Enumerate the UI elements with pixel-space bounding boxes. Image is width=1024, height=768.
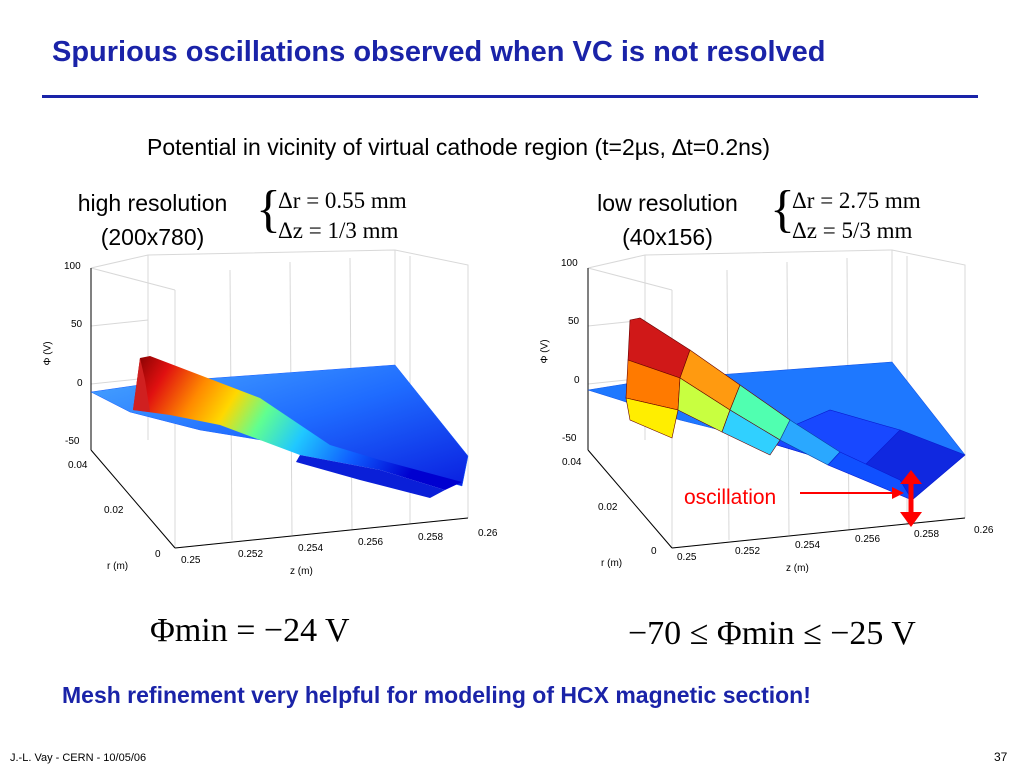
right-zlabel: Φ (V) (539, 339, 551, 364)
right-ztick-0252: 0.252 (735, 546, 761, 557)
right-rtick-004: 0.04 (562, 457, 582, 468)
footer-author: J.-L. Vay - CERN - 10/05/06 (10, 752, 147, 764)
oscillation-label: oscillation (684, 486, 777, 509)
right-dz: Δz = 5/3 mm (792, 218, 913, 243)
right-ztick-100: 100 (561, 258, 578, 269)
right-plot (587, 249, 966, 549)
left-rtick-002: 0.02 (104, 505, 124, 516)
left-ztick-025: 0.25 (181, 555, 201, 566)
right-dr: Δr = 2.75 mm (792, 188, 921, 213)
left-ztick-0: 0 (77, 378, 83, 389)
surface-plots (90, 249, 966, 549)
right-grid-size: (40x156) (622, 224, 713, 250)
right-phi-min: −70 ≤ Φmin ≤ −25 V (628, 615, 916, 652)
left-phi-min: Φmin = −24 V (150, 612, 350, 649)
right-ztick-026: 0.26 (974, 525, 994, 536)
left-ztick-0252: 0.252 (238, 549, 264, 560)
right-mesh-spacing: Δr = 2.75 mm Δz = 5/3 mm (792, 186, 921, 246)
left-ztick-0256: 0.256 (358, 537, 384, 548)
right-ztick-0256: 0.256 (855, 534, 881, 545)
left-ztick-0254: 0.254 (298, 543, 324, 554)
left-ylabel: z (m) (290, 566, 313, 577)
right-resolution-label: low resolution (597, 190, 738, 216)
left-xlabel: r (m) (107, 561, 129, 572)
page-number: 37 (994, 750, 1008, 764)
left-zlabel: Φ (V) (42, 341, 54, 366)
left-rtick-004: 0.04 (68, 460, 88, 471)
right-ylabel: z (m) (786, 563, 809, 574)
right-ztick-0254: 0.254 (795, 540, 821, 551)
right-ztick-0258: 0.258 (914, 529, 940, 540)
left-plot (90, 249, 469, 549)
right-xlabel: r (m) (601, 558, 623, 569)
left-header: high resolution (200x780) (55, 186, 250, 254)
right-rtick-0: 0 (651, 546, 657, 557)
right-header: low resolution (40x156) (570, 186, 765, 254)
left-ztick-100: 100 (64, 261, 81, 272)
right-ztick-50: 50 (568, 316, 580, 327)
right-ztick-0: 0 (574, 375, 580, 386)
right-brace: { (770, 181, 795, 238)
left-grid-size: (200x780) (100, 224, 205, 250)
left-brace: { (256, 181, 281, 238)
conclusion-note: Mesh refinement very helpful for modelin… (62, 682, 811, 708)
left-ztick-neg50: -50 (65, 436, 80, 447)
left-dr: Δr = 0.55 mm (278, 188, 407, 213)
left-rtick-0: 0 (155, 549, 161, 560)
oscillation-arrow (800, 470, 922, 527)
right-ztick-neg50: -50 (562, 433, 577, 444)
right-ztick-025: 0.25 (677, 552, 697, 563)
left-ztick-026: 0.26 (478, 528, 498, 539)
left-ztick-50: 50 (71, 319, 83, 330)
left-ztick-0258: 0.258 (418, 532, 444, 543)
slide-title: Spurious oscillations observed when VC i… (52, 36, 826, 68)
slide-subtitle: Potential in vicinity of virtual cathode… (147, 134, 771, 160)
left-resolution-label: high resolution (77, 190, 228, 216)
left-mesh-spacing: Δr = 0.55 mm Δz = 1/3 mm (278, 186, 407, 246)
title-divider (42, 95, 978, 98)
right-rtick-002: 0.02 (598, 502, 618, 513)
left-dz: Δz = 1/3 mm (278, 218, 399, 243)
